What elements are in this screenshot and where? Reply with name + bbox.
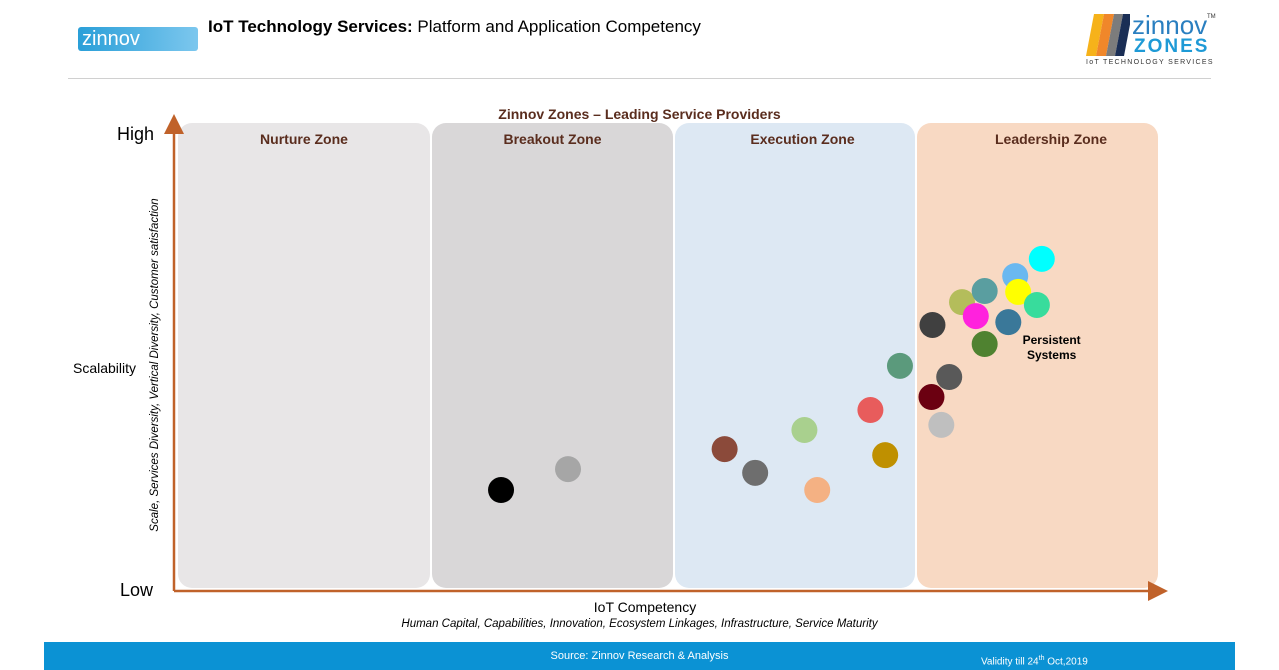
header-divider	[68, 78, 1211, 79]
data-point-12	[918, 384, 945, 411]
data-point-1	[488, 477, 515, 504]
validity-text: Validity till 24th Oct,2019	[981, 655, 1088, 667]
zone-label-leadership: Leadership Zone	[994, 131, 1108, 147]
data-point-20	[1005, 278, 1032, 305]
zone-breakout	[432, 123, 673, 588]
zinnov-zones-logo: zinnov TM ZONES IoT TECHNOLOGY SERVICES	[1086, 10, 1226, 70]
data-point-10	[919, 311, 946, 338]
zone-label-breakout: Breakout Zone	[503, 131, 602, 147]
data-point-2	[555, 456, 582, 483]
page-title: IoT Technology Services: Platform and Ap…	[208, 17, 701, 37]
validity-suffix: Oct,2019	[1044, 656, 1088, 668]
y-axis-sublabel: Scale, Services Diversity, Vertical Dive…	[149, 198, 161, 532]
data-point-13	[928, 411, 955, 438]
data-point-7	[857, 397, 884, 424]
source-text: Source: Zinnov Research & Analysis	[550, 650, 729, 662]
y-tick-high: High	[117, 124, 155, 144]
logo-zinnov: zinnov	[1132, 10, 1208, 40]
zone-nurture	[178, 123, 430, 588]
y-axis-label: Scalability	[73, 360, 137, 376]
x-axis-label: IoT Competency	[593, 599, 697, 615]
logo-zones: ZONES	[1134, 36, 1210, 57]
logo-tm: TM	[1207, 14, 1216, 20]
footer-bar: Source: Zinnov Research & Analysis Valid…	[44, 642, 1235, 670]
logo-subtitle: IoT TECHNOLOGY SERVICES	[1086, 59, 1214, 66]
data-point-17	[971, 278, 998, 305]
data-point-11	[936, 364, 963, 391]
validity-sup: th	[1038, 655, 1045, 662]
data-point-6	[804, 477, 831, 504]
chart-title: Zinnov Zones – Leading Service Providers	[498, 106, 781, 122]
annotation-persistent-systems: Persistent Systems	[1022, 333, 1081, 363]
zone-label-nurture: Nurture Zone	[260, 131, 348, 147]
data-point-5	[791, 417, 818, 444]
validity-prefix: Validity till 24	[981, 656, 1039, 668]
data-point-4	[742, 459, 769, 486]
zone-execution	[675, 123, 915, 588]
data-point-9	[886, 352, 913, 379]
zinnov-logo: zinnov	[78, 27, 198, 51]
zone-leadership	[917, 123, 1158, 588]
x-axis-sublabel: Human Capital, Capabilities, Innovation,…	[401, 618, 878, 630]
y-tick-low: Low	[120, 580, 154, 600]
title-bold: IoT Technology Services:	[208, 17, 413, 36]
data-point-16	[962, 303, 989, 330]
data-point-3	[711, 436, 738, 463]
stripes-icon	[1086, 14, 1130, 56]
zone-label-execution: Execution Zone	[750, 131, 855, 147]
data-point-22	[1028, 245, 1055, 272]
data-point-14	[971, 331, 998, 358]
title-rest: Platform and Application Competency	[412, 17, 701, 36]
data-point-18	[995, 309, 1022, 336]
data-point-21	[1023, 291, 1050, 318]
data-point-8	[872, 442, 899, 469]
